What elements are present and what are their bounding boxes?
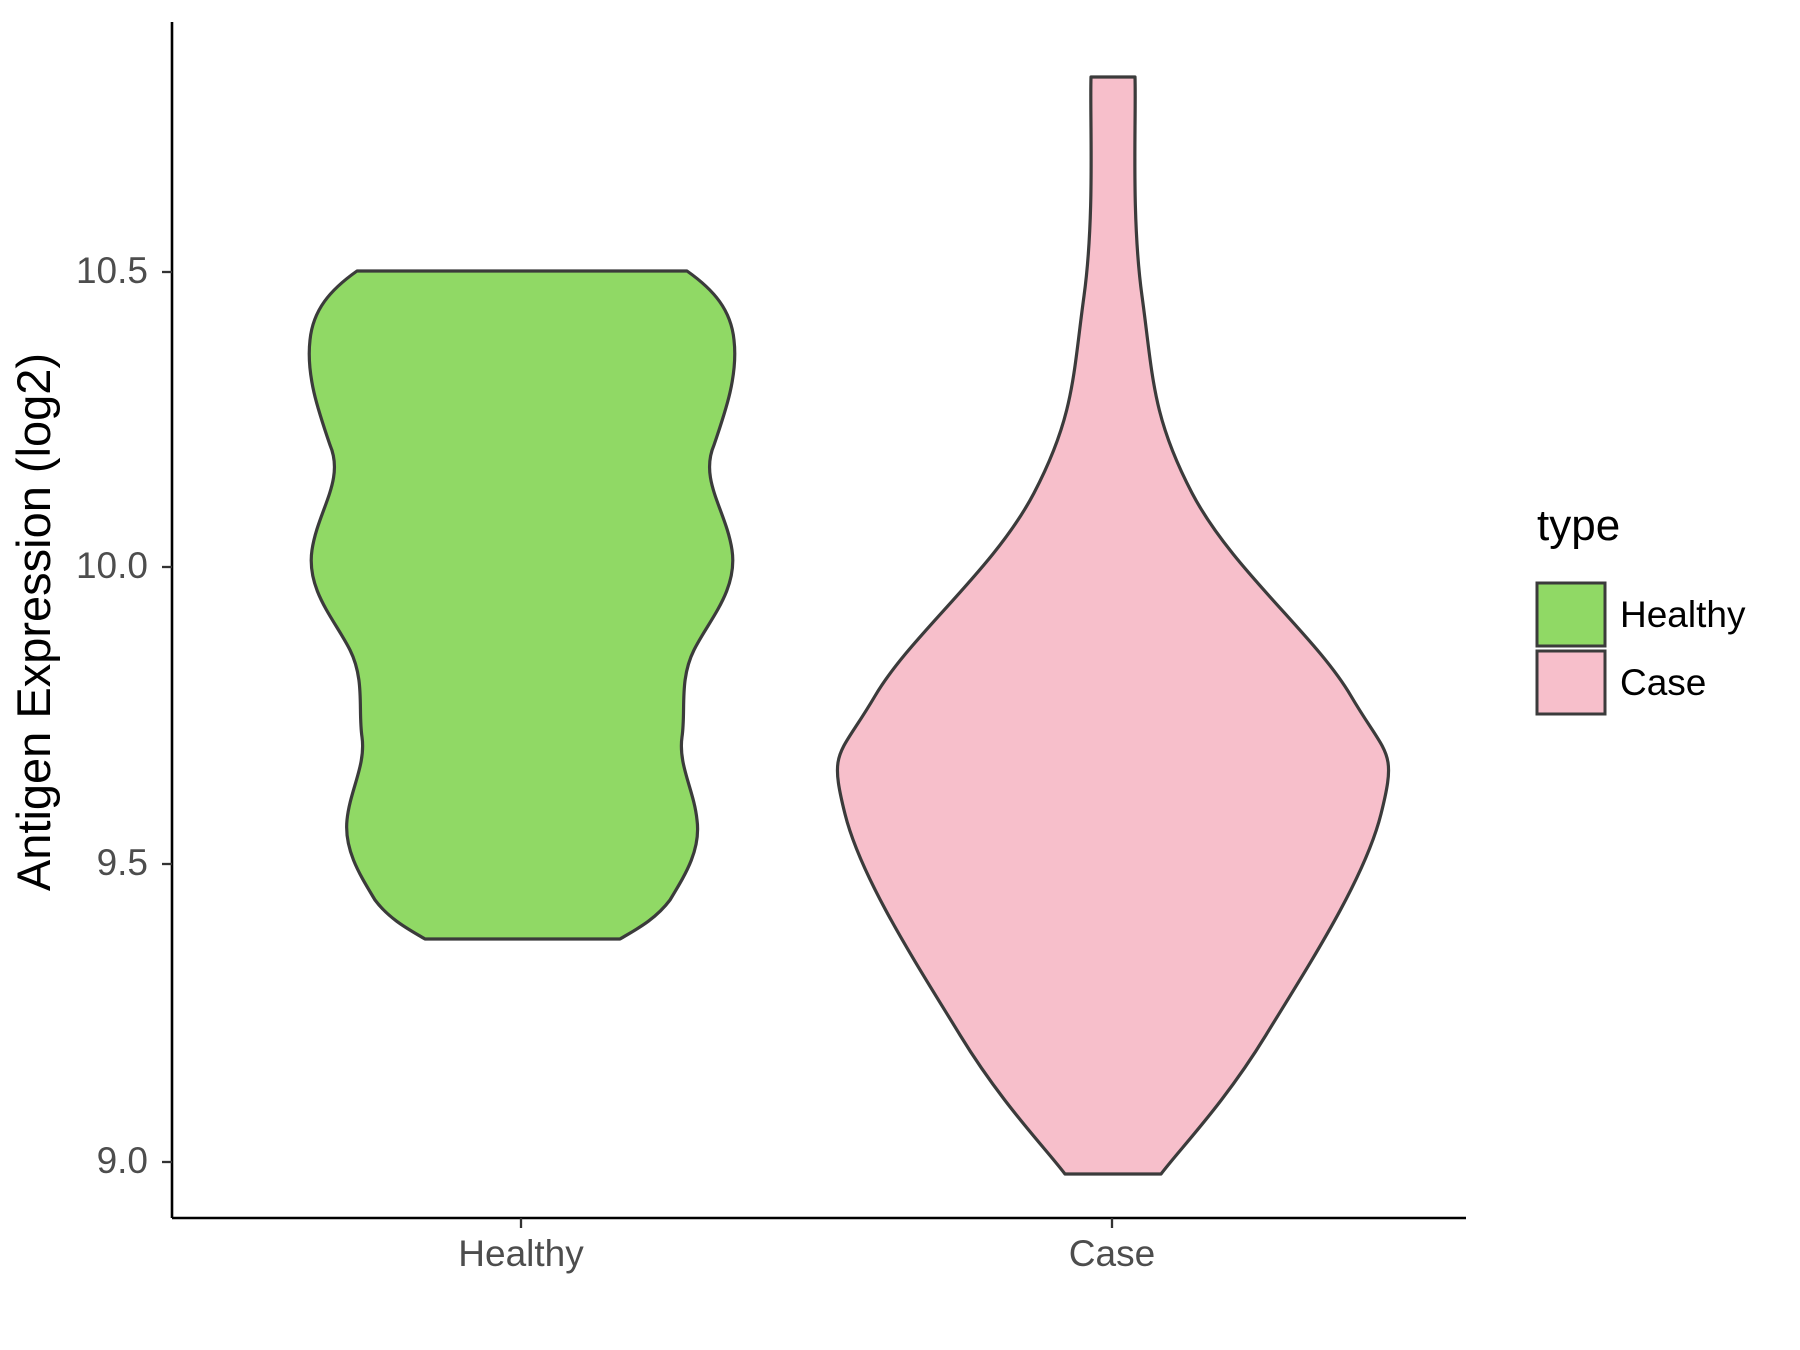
svg-text:Case: Case — [1620, 662, 1706, 703]
svg-text:10.5: 10.5 — [76, 250, 148, 291]
svg-text:9.0: 9.0 — [97, 1140, 148, 1181]
svg-text:Healthy: Healthy — [1620, 594, 1746, 635]
svg-text:Healthy: Healthy — [458, 1233, 584, 1274]
svg-text:Case: Case — [1069, 1233, 1155, 1274]
svg-text:10.0: 10.0 — [76, 545, 148, 586]
svg-text:9.5: 9.5 — [97, 842, 148, 883]
svg-text:type: type — [1537, 501, 1620, 550]
svg-text:Antigen Expression (log2): Antigen Expression (log2) — [7, 353, 60, 891]
